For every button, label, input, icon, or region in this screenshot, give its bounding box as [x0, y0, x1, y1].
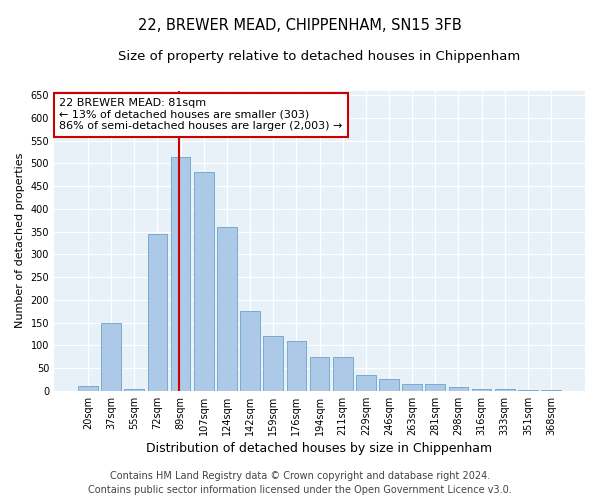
Bar: [124, 388, 144, 391]
Bar: [541, 390, 561, 391]
Bar: [402, 384, 422, 391]
Text: 22 BREWER MEAD: 81sqm
← 13% of detached houses are smaller (303)
86% of semi-det: 22 BREWER MEAD: 81sqm ← 13% of detached …: [59, 98, 343, 132]
Bar: [379, 380, 399, 391]
X-axis label: Distribution of detached houses by size in Chippenham: Distribution of detached houses by size …: [146, 442, 493, 455]
Bar: [310, 356, 329, 391]
Bar: [518, 390, 538, 391]
Y-axis label: Number of detached properties: Number of detached properties: [15, 153, 25, 328]
Bar: [472, 388, 491, 391]
Bar: [217, 227, 237, 391]
Text: Contains HM Land Registry data © Crown copyright and database right 2024.
Contai: Contains HM Land Registry data © Crown c…: [88, 471, 512, 495]
Bar: [101, 322, 121, 391]
Bar: [356, 375, 376, 391]
Title: Size of property relative to detached houses in Chippenham: Size of property relative to detached ho…: [118, 50, 521, 63]
Bar: [449, 387, 468, 391]
Bar: [171, 156, 190, 391]
Bar: [240, 311, 260, 391]
Text: 22, BREWER MEAD, CHIPPENHAM, SN15 3FB: 22, BREWER MEAD, CHIPPENHAM, SN15 3FB: [138, 18, 462, 32]
Bar: [148, 234, 167, 391]
Bar: [495, 390, 515, 391]
Bar: [287, 341, 306, 391]
Bar: [263, 336, 283, 391]
Bar: [194, 172, 214, 391]
Bar: [333, 356, 353, 391]
Bar: [425, 384, 445, 391]
Bar: [78, 386, 98, 391]
